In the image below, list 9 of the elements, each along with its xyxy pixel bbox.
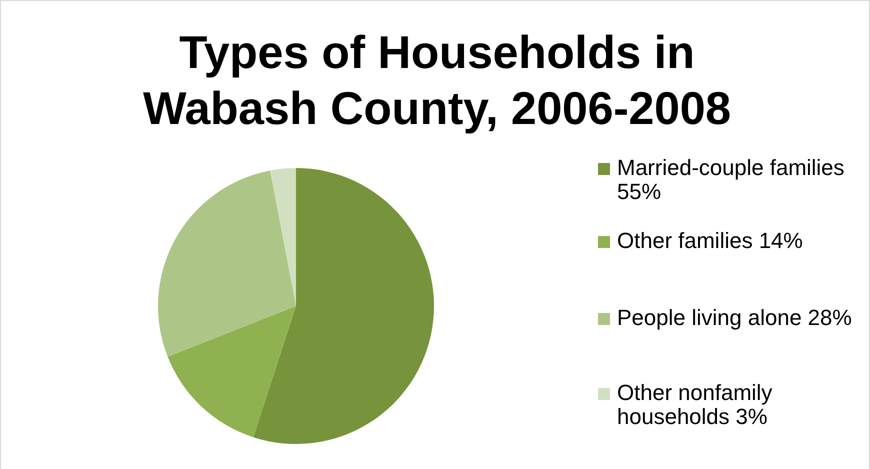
pie-slice [168,306,296,438]
pie-slice [253,168,434,444]
chart-title: Types of Households in Wabash County, 2006-2008 [143,26,731,134]
legend-label: Other nonfamily households 3% [617,380,772,430]
pie-slice [158,170,296,357]
pie-slice [270,168,296,306]
legend-label: Other families 14% [617,228,803,253]
legend-label: Married-couple families 55% [617,155,844,204]
legend-label: People living alone 28% [617,305,852,330]
